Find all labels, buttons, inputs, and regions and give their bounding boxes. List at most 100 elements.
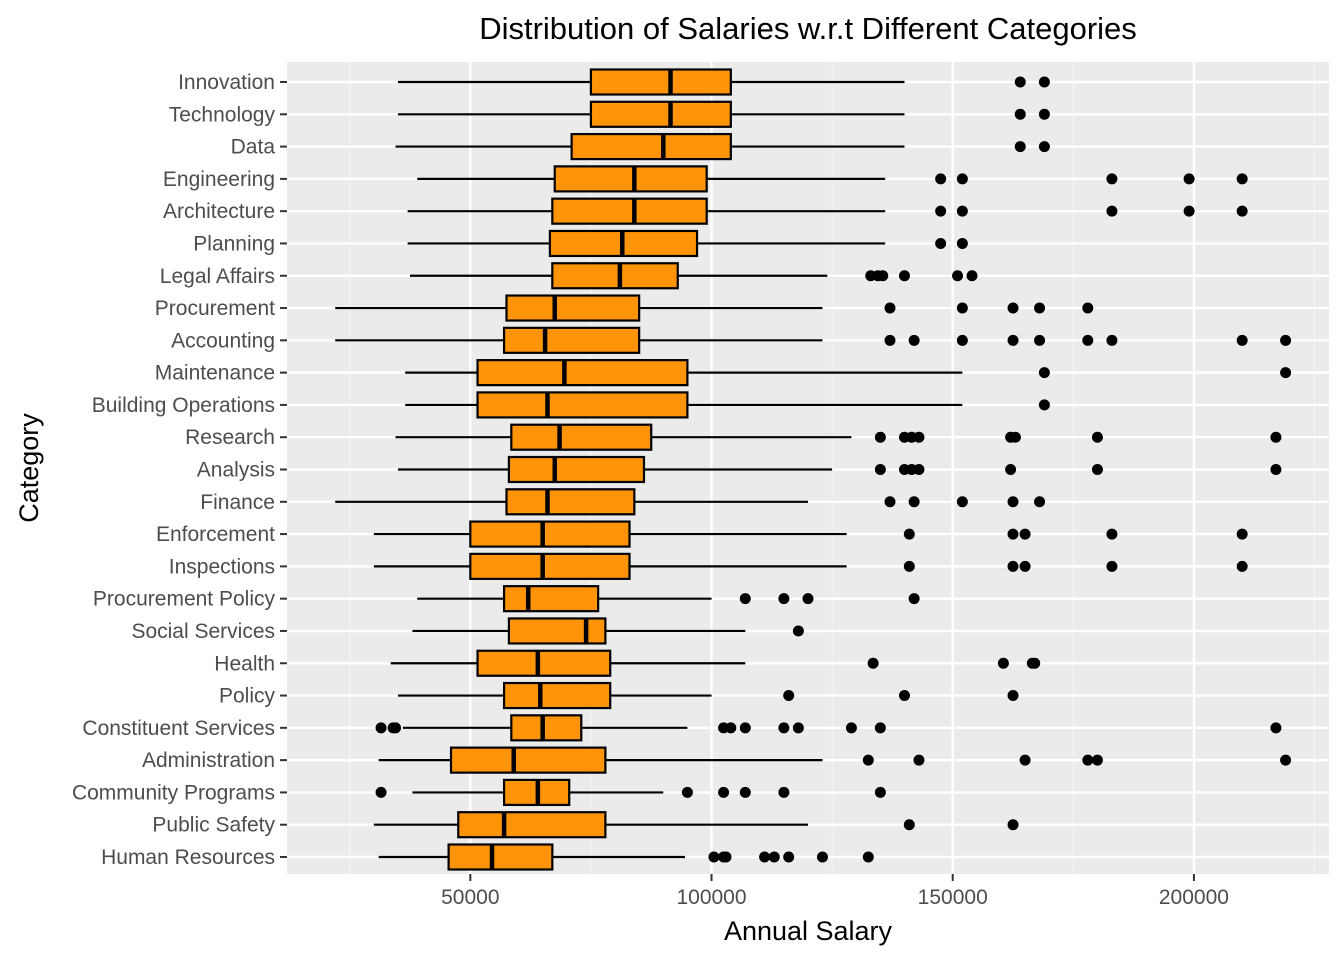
outlier-point <box>874 786 886 798</box>
iqr-box <box>510 423 653 451</box>
y-axis-title: Category <box>14 413 44 523</box>
y-tick-label: Engineering <box>163 168 275 191</box>
chart-title: Distribution of Salaries w.r.t Different… <box>479 11 1137 46</box>
iqr-box <box>502 681 612 710</box>
x-tick-label: 50000 <box>441 886 499 909</box>
box-human-resources <box>378 843 874 871</box>
box-finance <box>335 488 1046 516</box>
y-tick-label: Legal Affairs <box>160 265 275 288</box>
outlier-point <box>898 270 910 282</box>
y-tick-label: Technology <box>169 103 276 126</box>
outlier-point <box>1236 334 1248 346</box>
outlier-point <box>1280 754 1292 766</box>
iqr-box <box>469 552 631 580</box>
outlier-point <box>956 237 968 249</box>
outlier-point <box>1007 690 1019 702</box>
box-technology <box>397 100 1050 128</box>
outlier-point <box>390 722 402 734</box>
iqr-box <box>553 165 708 193</box>
outlier-point <box>1270 464 1282 475</box>
outlier-point <box>884 334 896 346</box>
outlier-point <box>1236 205 1248 217</box>
iqr-box <box>589 68 732 96</box>
outlier-point <box>1236 528 1248 540</box>
iqr-box <box>469 520 631 548</box>
box-procurement <box>335 294 1094 322</box>
y-tick-label: Constituent Services <box>82 717 275 740</box>
box-maintenance <box>405 359 1292 387</box>
outlier-point <box>1082 302 1094 314</box>
outlier-point <box>845 722 857 734</box>
box-series <box>335 68 1292 871</box>
outlier-point <box>956 173 968 185</box>
outlier-point <box>903 528 915 540</box>
outlier-point <box>1038 76 1050 88</box>
outlier-point <box>1038 399 1050 411</box>
outlier-point <box>862 754 874 766</box>
iqr-box <box>507 617 607 645</box>
outlier-point <box>1082 334 1094 346</box>
iqr-box <box>551 262 679 290</box>
outlier-point <box>997 657 1009 669</box>
iqr-box <box>457 811 607 839</box>
y-tick-label: Architecture <box>163 200 275 223</box>
y-tick-label: Enforcement <box>156 523 275 546</box>
outlier-point <box>1007 560 1019 572</box>
outlier-point <box>768 851 780 863</box>
outlier-point <box>725 722 737 734</box>
y-tick-label: Building Operations <box>92 394 275 417</box>
box-analysis <box>397 455 1282 484</box>
outlier-point <box>956 334 968 346</box>
outlier-point <box>739 593 751 605</box>
outlier-point <box>1034 334 1046 346</box>
outlier-point <box>1106 173 1118 185</box>
box-community-programs <box>375 778 886 807</box>
outlier-point <box>903 560 915 572</box>
outlier-point <box>778 722 790 734</box>
outlier-point <box>913 464 925 475</box>
outlier-point <box>1007 334 1019 346</box>
outlier-point <box>966 270 978 282</box>
y-tick-label: Procurement Policy <box>93 588 276 611</box>
y-tick-label: Public Safety <box>152 814 275 837</box>
iqr-box <box>589 100 732 128</box>
outlier-point <box>867 657 879 669</box>
y-tick-label: Social Services <box>131 620 275 643</box>
outlier-point <box>1009 431 1021 443</box>
outlier-point <box>935 205 947 217</box>
outlier-point <box>862 851 874 863</box>
iqr-box <box>505 294 641 322</box>
outlier-point <box>1091 754 1103 766</box>
outlier-point <box>375 722 387 734</box>
y-tick-label: Finance <box>200 491 275 514</box>
outlier-point <box>1014 108 1026 120</box>
y-axis: Innovation Technology Data Engineering Archi… <box>72 71 287 869</box>
iqr-box <box>551 197 708 225</box>
outlier-point <box>739 722 751 734</box>
outlier-point <box>956 205 968 217</box>
outlier-point <box>739 786 751 798</box>
outlier-point <box>874 464 886 475</box>
outlier-point <box>1091 464 1103 475</box>
box-architecture <box>407 197 1248 225</box>
outlier-point <box>1038 108 1050 120</box>
y-tick-label: Human Resources <box>101 846 275 869</box>
outlier-point <box>1019 528 1031 540</box>
outlier-point <box>898 690 910 702</box>
y-tick-label: Health <box>214 652 275 675</box>
y-tick-label: Maintenance <box>155 362 275 385</box>
iqr-box <box>570 132 732 161</box>
outlier-point <box>778 786 790 798</box>
outlier-point <box>783 690 795 702</box>
outlier-point <box>1106 334 1118 346</box>
outlier-point <box>874 722 886 734</box>
iqr-box <box>476 391 689 419</box>
outlier-point <box>1007 302 1019 314</box>
plot-panel <box>287 62 1329 874</box>
outlier-point <box>1183 173 1195 185</box>
outlier-point <box>1014 76 1026 88</box>
y-tick-label: Administration <box>142 749 275 772</box>
y-tick-label: Policy <box>219 685 276 708</box>
iqr-box <box>449 746 607 774</box>
outlier-point <box>877 270 889 282</box>
